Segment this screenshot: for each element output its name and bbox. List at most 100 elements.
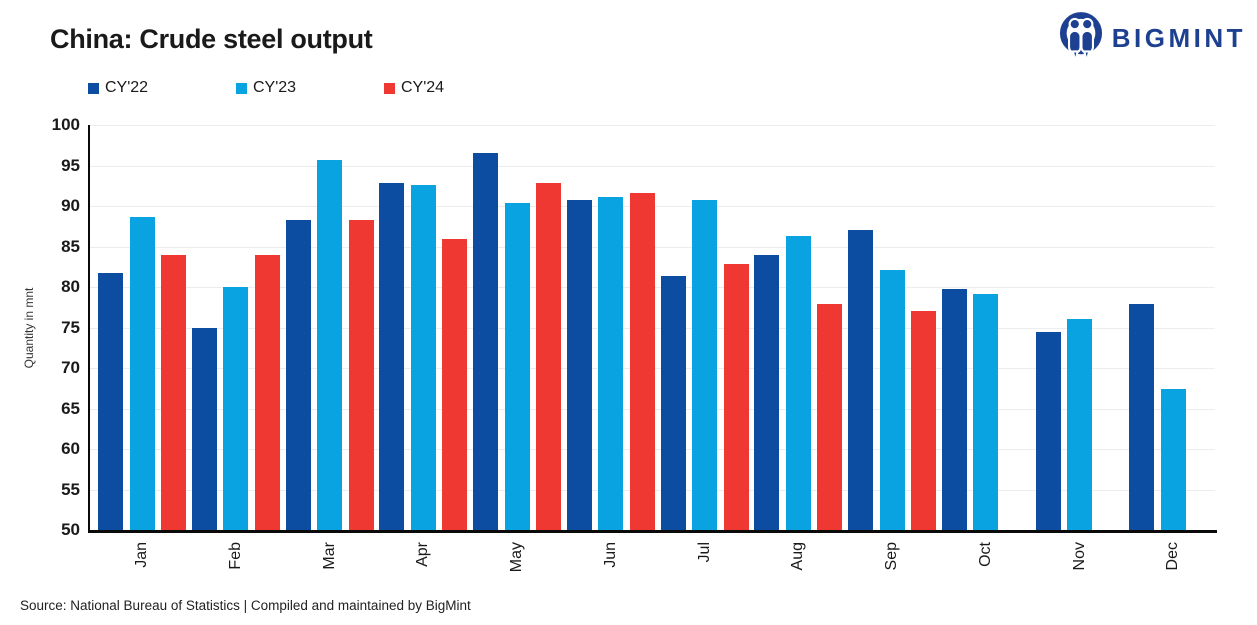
x-tick-cell-feb: Feb <box>189 542 283 572</box>
legend: CY'22 CY'23 CY'24 <box>88 79 532 97</box>
bar-cy23-jan <box>129 217 155 530</box>
y-tick-90: 90 <box>61 196 80 215</box>
bar-group-feb <box>184 125 280 530</box>
bar-group-apr <box>371 125 468 530</box>
bar-cy23-oct <box>973 294 999 530</box>
y-tick-80: 80 <box>61 277 80 296</box>
bar-cy22-apr <box>379 183 405 530</box>
brand-logo: BIGMINT <box>1059 12 1246 64</box>
y-axis-title: Quantity in mnt <box>22 287 36 368</box>
x-tick-cell-apr: Apr <box>376 542 470 572</box>
bar-cy24-jul <box>723 263 749 530</box>
bar-cy22-aug <box>754 255 780 530</box>
x-tick-sep: Sep <box>883 542 901 571</box>
bar-cy23-sep <box>879 270 905 530</box>
x-tick-cell-aug: Aug <box>751 542 845 572</box>
x-tick-apr: Apr <box>414 542 432 567</box>
bar-cy24-apr <box>442 239 468 530</box>
bar-cy22-oct <box>941 289 967 530</box>
y-tick-85: 85 <box>61 236 80 256</box>
bar-cy22-may <box>473 152 498 530</box>
legend-item-cy22: CY'22 <box>88 79 236 97</box>
y-tick-75: 75 <box>61 317 80 337</box>
x-tick-jan: Jan <box>133 542 151 568</box>
bar-group-jul <box>653 125 749 530</box>
legend-label: CY'23 <box>253 79 297 96</box>
x-tick-cell-jun: Jun <box>564 542 658 572</box>
x-tick-jun: Jun <box>601 542 619 568</box>
x-tick-nov: Nov <box>1070 542 1088 571</box>
legend-item-cy23: CY'23 <box>236 79 384 97</box>
bar-cy23-nov <box>1067 319 1092 530</box>
bar-cy23-mar <box>317 159 342 530</box>
y-tick-100: 100 <box>51 115 80 134</box>
x-tick-cell-may: May <box>470 542 564 572</box>
x-axis-labels: Jan Feb Mar Apr May Jun Jul Aug Sep Oct Nov Dec <box>95 542 1220 572</box>
y-tick-70: 70 <box>61 358 80 377</box>
x-tick-cell-jul: Jul <box>658 542 752 572</box>
plot-area: Quantity in mnt Jan Feb Mar Apr May Jun Jul Aug… <box>22 116 1217 572</box>
bigmint-logo-icon <box>1059 12 1102 63</box>
bar-cy24-jun <box>629 193 655 530</box>
x-tick-oct: Oct <box>976 542 994 567</box>
bar-cy23-jun <box>598 197 624 530</box>
legend-item-cy24: CY'24 <box>384 79 532 97</box>
bar-group-jan <box>90 125 186 530</box>
bar-cy22-jul <box>660 275 686 530</box>
bar-group-jun <box>559 125 655 530</box>
brand-name: BIGMINT <box>1111 23 1246 53</box>
bar-cy22-jan <box>98 273 123 530</box>
bar-group-nov <box>1028 125 1122 530</box>
bar-cy24-mar <box>348 219 374 530</box>
legend-label: CY'24 <box>401 79 445 96</box>
x-tick-may: May <box>508 542 526 573</box>
bar-cy23-feb <box>223 287 249 530</box>
bar-cy22-jun <box>566 200 592 530</box>
x-tick-cell-sep: Sep <box>845 542 939 572</box>
bar-cy24-may <box>536 182 561 530</box>
x-tick-dec: Dec <box>1164 542 1182 571</box>
legend-label: CY'22 <box>105 79 149 96</box>
bar-cy23-aug <box>785 235 811 530</box>
bar-group-aug <box>746 125 843 530</box>
x-tick-cell-jan: Jan <box>95 542 189 572</box>
bar-cy22-sep <box>848 230 873 530</box>
bar-cy24-jan <box>161 254 186 530</box>
bar-group-dec <box>1121 125 1215 530</box>
x-tick-cell-nov: Nov <box>1033 542 1127 572</box>
bar-cy22-dec <box>1129 304 1155 530</box>
bar-cy22-mar <box>285 219 311 530</box>
bar-cy24-aug <box>817 304 843 530</box>
legend-swatch-icon <box>88 82 99 94</box>
legend-swatch-icon <box>236 82 247 94</box>
bar-cy24-feb <box>254 254 280 530</box>
y-tick-65: 65 <box>61 398 80 418</box>
x-tick-jul: Jul <box>695 542 713 563</box>
bar-cy23-jul <box>692 200 717 530</box>
bar-cy23-may <box>504 202 530 530</box>
x-tick-cell-dec: Dec <box>1126 542 1220 572</box>
legend-swatch-icon <box>384 82 395 94</box>
bar-cy23-dec <box>1160 389 1186 530</box>
y-tick-60: 60 <box>61 439 80 458</box>
x-tick-cell-mar: Mar <box>283 542 377 572</box>
page-title: China: Crude steel output <box>50 24 373 54</box>
bar-cy23-apr <box>410 184 436 530</box>
y-tick-95: 95 <box>61 155 80 175</box>
y-tick-50: 50 <box>61 520 80 539</box>
bar-group-may <box>465 125 561 530</box>
bar-group-mar <box>278 125 374 530</box>
bar-cy22-feb <box>191 327 217 530</box>
source-note: Source: National Bureau of Statistics | … <box>20 598 471 613</box>
gridline-100 <box>90 125 1215 126</box>
x-tick-cell-oct: Oct <box>939 542 1033 572</box>
x-axis-line <box>88 530 1217 533</box>
bar-group-sep <box>840 125 936 530</box>
bar-cy22-nov <box>1035 331 1061 530</box>
x-tick-aug: Aug <box>789 542 807 571</box>
y-tick-55: 55 <box>61 479 80 499</box>
bar-cy24-sep <box>911 311 936 530</box>
bar-group-oct <box>934 125 1028 530</box>
x-tick-feb: Feb <box>226 542 244 570</box>
